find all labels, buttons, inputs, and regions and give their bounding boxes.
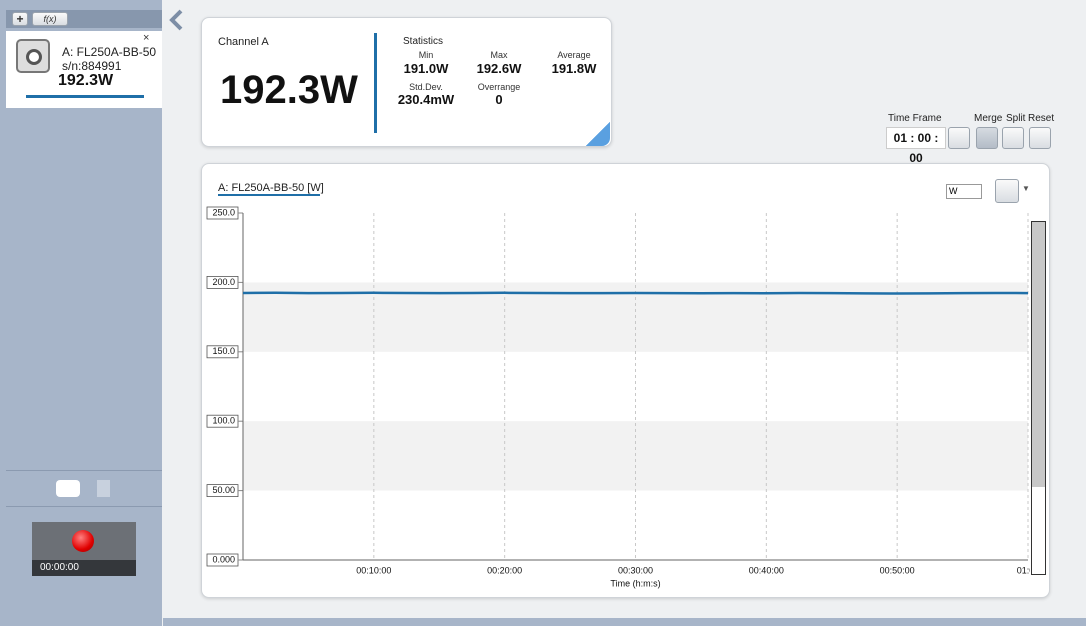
device-card[interactable]: × A: FL250A-BB-50 s/n:884991 192.3W bbox=[6, 31, 162, 108]
stat-label: Min bbox=[418, 50, 434, 60]
readout-value: 192.3W bbox=[220, 68, 358, 112]
stat-value: 0 bbox=[495, 92, 503, 107]
time-frame-label: Time Frame bbox=[888, 113, 942, 124]
y-tick-label: 250.0 bbox=[212, 207, 235, 217]
sidebar: + f(x) × A: FL250A-BB-50 s/n:884991 192.… bbox=[0, 0, 162, 626]
merge-button[interactable] bbox=[976, 127, 998, 149]
chart-type-dropdown[interactable]: ▼ bbox=[1022, 184, 1030, 193]
time-frame-spinner[interactable] bbox=[948, 127, 970, 149]
x-axis-label: Time (h:m:s) bbox=[610, 578, 660, 588]
split-button[interactable] bbox=[1002, 127, 1024, 149]
y-tick-label: 50.00 bbox=[212, 485, 235, 495]
stat-label: Std.Dev. bbox=[409, 82, 443, 92]
x-tick-label: 00:40:00 bbox=[749, 565, 784, 575]
readout-panel: Channel A 192.3W Statistics Min 191.0W M… bbox=[201, 17, 612, 147]
merge-label: Merge bbox=[974, 113, 1003, 124]
y-tick-label: 0.000 bbox=[212, 554, 235, 564]
function-button[interactable]: f(x) bbox=[32, 12, 68, 26]
record-button[interactable] bbox=[72, 530, 94, 552]
stat-value: 230.4mW bbox=[397, 92, 455, 107]
x-tick-label: 00:30:00 bbox=[618, 565, 653, 575]
scrollbar[interactable] bbox=[1031, 221, 1046, 575]
reset-button[interactable] bbox=[1029, 127, 1051, 149]
stat-label: Max bbox=[490, 50, 508, 60]
device-icon bbox=[16, 39, 50, 73]
stat-label: Average bbox=[557, 50, 591, 60]
back-button[interactable] bbox=[166, 8, 186, 32]
unit-value: W bbox=[949, 186, 958, 196]
device-reading: 192.3W bbox=[58, 72, 114, 89]
y-tick-label: 150.0 bbox=[212, 346, 235, 356]
reset-label: Reset bbox=[1028, 113, 1055, 124]
x-tick-label: 00:20:00 bbox=[487, 565, 522, 575]
x-tick-label: 01:00 bbox=[1017, 565, 1030, 575]
recorder-time: 00:00:00 bbox=[40, 562, 79, 573]
chart-type-button[interactable] bbox=[995, 179, 1019, 203]
y-tick-label: 100.0 bbox=[212, 416, 235, 426]
sidebar-toolbar: + f(x) bbox=[6, 10, 162, 28]
stat-value: 192.6W bbox=[476, 61, 522, 76]
y-tick-label: 200.0 bbox=[212, 277, 235, 287]
split-label: Split bbox=[1006, 113, 1026, 124]
scrollbar-thumb[interactable] bbox=[1032, 222, 1045, 487]
divider bbox=[6, 506, 162, 507]
add-button[interactable]: + bbox=[12, 12, 28, 26]
x-tick-label: 00:10:00 bbox=[356, 565, 391, 575]
stat-value: 191.0W bbox=[403, 61, 449, 76]
recorder-bar bbox=[32, 560, 136, 576]
close-button[interactable]: × bbox=[143, 32, 150, 44]
stat-label: Overrange bbox=[477, 82, 521, 92]
time-frame-input[interactable]: 01 : 00 : 00 bbox=[886, 127, 946, 165]
device-serial: s/n:884991 bbox=[62, 59, 122, 73]
statistics-title: Statistics bbox=[403, 36, 444, 47]
stat-value: 191.8W bbox=[551, 61, 597, 76]
legend-label: A: FL250A-BB-50 [W] bbox=[218, 182, 324, 194]
report-button[interactable] bbox=[97, 480, 110, 497]
x-tick-label: 00:50:00 bbox=[880, 565, 915, 575]
data-line bbox=[242, 291, 1029, 295]
snapshot-button[interactable] bbox=[56, 480, 80, 497]
expand-corner[interactable] bbox=[586, 122, 610, 146]
sensor-icon bbox=[26, 49, 42, 65]
unit-select[interactable]: W bbox=[946, 184, 982, 199]
device-bar bbox=[26, 95, 144, 98]
separator bbox=[374, 33, 377, 133]
channel-label: Channel A bbox=[218, 36, 269, 48]
chart: A: FL250A-BB-50 [W] 0.000 50.00 100.0 150.0 2… bbox=[206, 182, 1030, 588]
chart-panel: W ▼ A: FL250A-BB-50 [W] 0.000 50.00 100.0 15… bbox=[201, 163, 1050, 598]
divider bbox=[6, 470, 162, 471]
device-name: A: FL250A-BB-50 bbox=[62, 45, 157, 59]
recorder: 00:00:00 bbox=[32, 522, 136, 576]
